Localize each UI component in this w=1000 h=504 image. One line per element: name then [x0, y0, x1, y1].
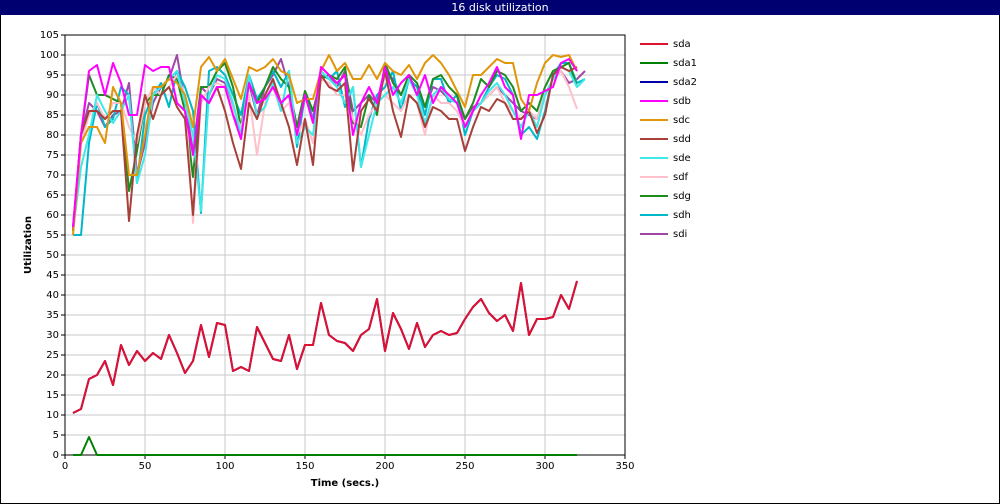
- x-tick-label: 350: [615, 461, 634, 472]
- legend-label: sda1: [673, 58, 697, 69]
- legend-label: sdf: [673, 172, 689, 183]
- x-tick-label: 300: [535, 461, 554, 472]
- series-line: [72, 62, 578, 232]
- series-line: [72, 54, 578, 236]
- y-tick-label: 35: [46, 310, 59, 321]
- legend-label: sda: [673, 39, 691, 50]
- y-tick-label: 95: [46, 70, 59, 81]
- series-line: [72, 58, 578, 228]
- x-tick-label: 0: [62, 461, 68, 472]
- y-tick-label: 30: [46, 330, 59, 341]
- series-line: [72, 66, 586, 232]
- y-tick-label: 55: [46, 230, 59, 241]
- legend-label: sda2: [673, 77, 697, 88]
- x-tick-label: 50: [139, 461, 152, 472]
- y-tick-label: 5: [53, 430, 59, 441]
- y-tick-label: 40: [46, 290, 59, 301]
- y-axis-label: Utilization: [23, 216, 34, 274]
- legend-label: sdi: [673, 229, 687, 240]
- x-tick-label: 150: [295, 461, 314, 472]
- legend-label: sdd: [673, 134, 691, 145]
- x-tick-label: 250: [455, 461, 474, 472]
- y-tick-label: 10: [46, 410, 59, 421]
- y-tick-label: 60: [46, 210, 59, 221]
- legend-label: sdb: [673, 96, 691, 107]
- y-tick-label: 70: [46, 170, 59, 181]
- series-line: [72, 66, 578, 232]
- y-tick-label: 100: [40, 50, 59, 61]
- y-tick-label: 85: [46, 110, 59, 121]
- legend-label: sdh: [673, 210, 691, 221]
- y-tick-label: 50: [46, 250, 59, 261]
- x-tick-label: 100: [215, 461, 234, 472]
- y-tick-label: 20: [46, 370, 59, 381]
- title-bar: [0, 0, 1000, 15]
- y-tick-label: 45: [46, 270, 59, 281]
- y-tick-label: 105: [40, 30, 59, 41]
- y-tick-label: 65: [46, 190, 59, 201]
- legend-label: sdc: [673, 115, 690, 126]
- legend-label: sdg: [673, 191, 691, 202]
- y-tick-label: 25: [46, 350, 59, 361]
- y-tick-label: 15: [46, 390, 59, 401]
- y-tick-label: 90: [46, 90, 59, 101]
- series-line: [73, 436, 577, 456]
- legend-label: sde: [673, 153, 691, 164]
- y-tick-label: 75: [46, 150, 59, 161]
- series-line: [72, 280, 578, 414]
- chart-title: 16 disk utilization: [451, 1, 548, 14]
- y-tick-label: 0: [53, 450, 59, 461]
- x-tick-label: 200: [375, 461, 394, 472]
- x-axis-label: Time (secs.): [311, 478, 380, 489]
- y-tick-label: 80: [46, 130, 59, 141]
